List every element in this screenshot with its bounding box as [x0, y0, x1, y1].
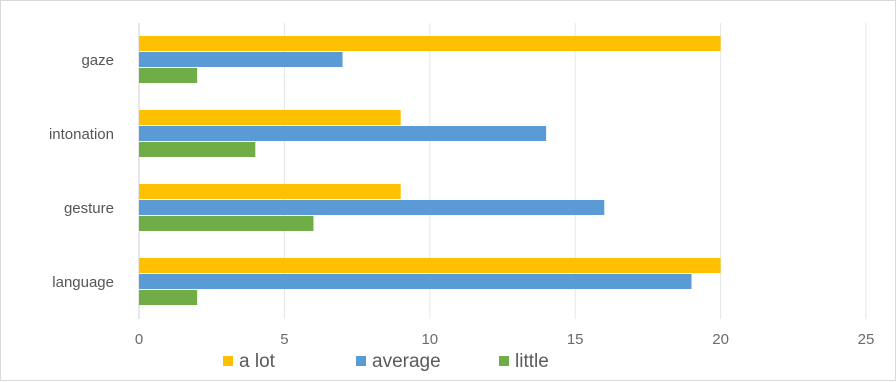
legend: a lot average little: [223, 351, 549, 372]
category-label-gaze: gaze: [81, 52, 114, 69]
bar-gaze-little: [139, 68, 198, 83]
legend-swatch-little: [499, 356, 509, 366]
legend-label-little: little: [515, 351, 549, 372]
bars: [139, 36, 721, 305]
legend-swatch-a-lot: [223, 356, 233, 366]
x-tick-label-5: 25: [858, 331, 875, 348]
x-tick-label-1: 5: [280, 331, 288, 348]
category-label-language: language: [52, 274, 114, 291]
bar-language-average: [139, 274, 692, 289]
bar-gaze-a-lot: [139, 36, 721, 51]
bar-intonation-little: [139, 142, 256, 157]
x-tick-label-3: 15: [567, 331, 584, 348]
bar-language-a-lot: [139, 258, 721, 273]
bar-language-little: [139, 290, 198, 305]
x-tick-label-0: 0: [135, 331, 143, 348]
legend-label-average: average: [372, 351, 441, 372]
x-tick-label-2: 10: [421, 331, 438, 348]
bar-gaze-average: [139, 52, 343, 67]
bar-gesture-average: [139, 200, 605, 215]
axis-labels: 0 5 10 15 20 25 gaze intonation gesture language: [49, 52, 874, 348]
category-label-intonation: intonation: [49, 126, 114, 143]
bar-intonation-a-lot: [139, 110, 401, 125]
x-tick-label-4: 20: [712, 331, 729, 348]
bar-intonation-average: [139, 126, 547, 141]
legend-swatch-average: [356, 356, 366, 366]
category-label-gesture: gesture: [64, 200, 114, 217]
bar-gesture-a-lot: [139, 184, 401, 199]
bar-gesture-little: [139, 216, 314, 231]
legend-label-a-lot: a lot: [239, 351, 276, 372]
